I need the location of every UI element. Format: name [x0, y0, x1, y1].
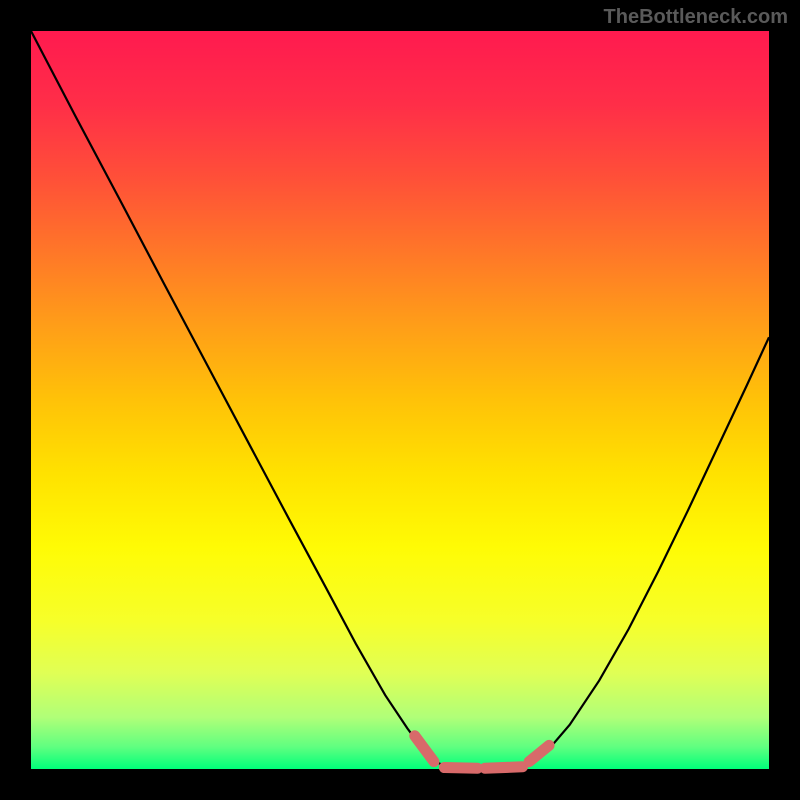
plot-gradient-background	[31, 31, 769, 769]
marker-segment	[485, 767, 523, 768]
watermark-text: TheBottleneck.com	[604, 6, 788, 29]
bottleneck-chart	[0, 0, 800, 800]
chart-container: TheBottleneck.com	[0, 0, 800, 800]
marker-segment	[444, 768, 477, 769]
